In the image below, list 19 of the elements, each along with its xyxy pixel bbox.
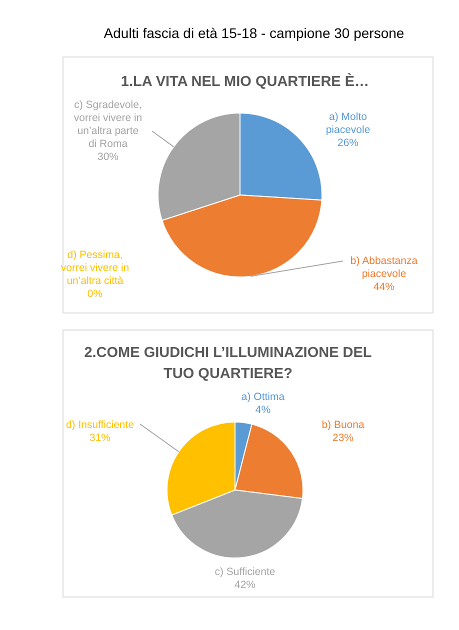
data-label: 42%	[234, 579, 256, 591]
slice-label: b) Abbastanza piacevole	[350, 255, 418, 280]
category-label: d) Pessima, vorrei vivere in un’altra città	[60, 249, 130, 287]
text: 0%	[87, 288, 103, 300]
slice-label: c) Sufficiente	[214, 566, 276, 578]
chart-title: 2.COME GIUDICHI L’ILLUMINAZIONE DEL TUO QUARTIERE?	[84, 345, 372, 382]
slice-label: d) Insufficiente	[66, 419, 134, 431]
chart-title: 1.LA VITA NEL MIO QUARTIERE È…	[120, 73, 370, 90]
data-label: 4%	[255, 404, 271, 416]
data-label: 26%	[337, 137, 359, 149]
slice-label: b) Buona	[322, 419, 364, 431]
slice-label: a) Ottima	[241, 391, 285, 403]
data-label: 31%	[89, 432, 111, 444]
text: Adulti fascia di età 15-18 - campione 30 persone	[104, 25, 404, 41]
slice-label: a) Molto piacevole	[326, 111, 370, 136]
slice-label: c) Sgradevole, vorrei vivere in un’altra parte di Roma	[74, 99, 142, 150]
data-label: 44%	[373, 281, 395, 293]
data-label: 30%	[97, 151, 119, 163]
data-label: 23%	[332, 432, 354, 444]
